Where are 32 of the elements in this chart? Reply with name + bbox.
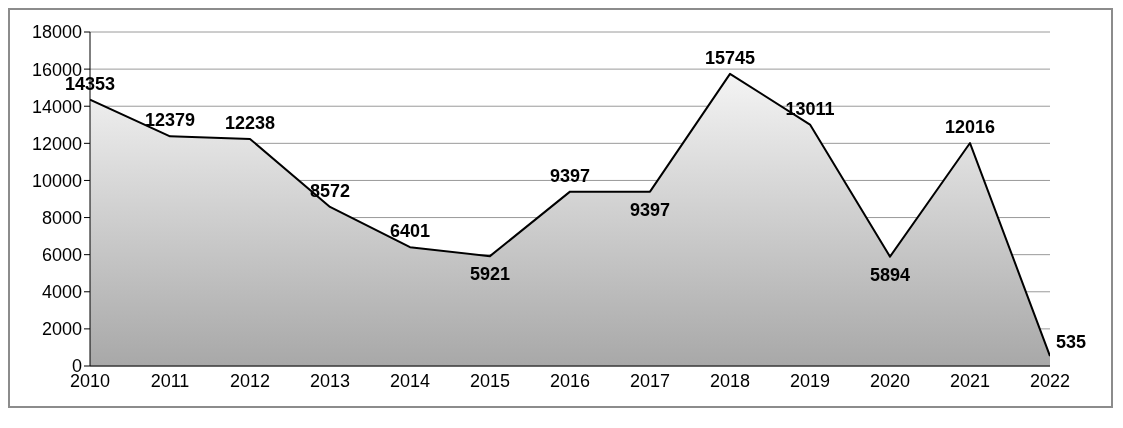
data-label: 9397 [629,199,671,220]
data-label: 8572 [309,180,351,201]
y-tick-label: 12000 [31,133,82,154]
data-label: 9397 [549,165,591,186]
data-label: 6401 [389,221,431,242]
y-tick-label: 10000 [31,170,82,191]
x-tick-label: 2017 [629,370,671,391]
x-tick-label: 2020 [869,370,911,391]
y-tick-label: 8000 [41,207,82,228]
x-tick-label: 2012 [229,370,271,391]
y-tick-label: 6000 [41,245,82,266]
data-label: 12238 [224,112,276,133]
y-tick-label: 4000 [41,282,82,303]
x-tick-label: 2011 [150,370,190,391]
data-label: 15745 [704,47,756,68]
x-tick-label: 2018 [709,370,751,391]
data-label: 12379 [144,110,196,131]
data-label: 12016 [944,117,996,138]
data-label: 5921 [469,264,511,285]
x-tick-label: 2015 [469,370,511,391]
data-label: 535 [1056,332,1087,353]
data-label: 13011 [785,98,835,119]
data-label: 5894 [869,264,911,285]
x-tick-label: 2013 [309,370,351,391]
x-tick-label: 2019 [789,370,831,391]
y-tick-label: 14000 [31,96,82,117]
y-tick-label: 2000 [41,319,82,340]
x-tick-label: 2021 [949,370,991,391]
y-tick-label: 18000 [31,22,82,43]
x-tick-label: 2016 [549,370,591,391]
x-tick-label: 2022 [1029,370,1071,391]
x-tick-label: 2014 [389,370,431,391]
